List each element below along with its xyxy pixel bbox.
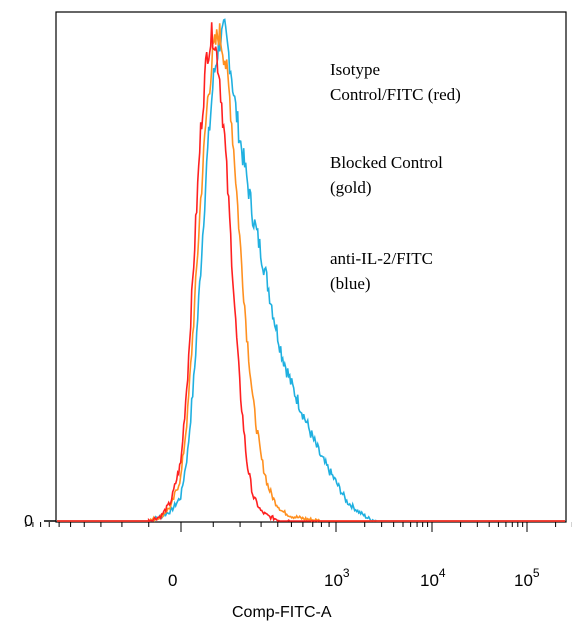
legend-entry-anti-il2: anti-IL-2/FITC (blue) [330,246,433,296]
legend-entry-line: Control/FITC (red) [330,85,461,104]
y-tick-label: 0 [24,513,33,530]
series-layer [57,18,565,523]
legend-entry-line: Isotype [330,60,381,79]
legend-entry-line: Blocked Control [330,153,443,172]
x-axis-label: Comp-FITC-A [232,604,332,621]
x-tick-label-1e3: 103 [324,566,350,590]
x-tick-label-0: 0 [168,571,177,590]
legend-entry-blocked: Blocked Control (gold) [330,150,443,200]
histogram-series-blue [57,18,565,523]
legend-entry-line: anti-IL-2/FITC [330,249,433,268]
histogram-series-gold [57,23,565,523]
histogram-series-red [57,22,565,523]
x-axis-minor-ticks [25,522,572,532]
x-tick-label-1e5: 105 [514,566,540,590]
legend-entry-line: (blue) [330,274,371,293]
legend-entry-isotype: Isotype Control/FITC (red) [330,57,461,107]
x-tick-label-1e4: 104 [420,566,446,590]
legend-entry-line: (gold) [330,178,372,197]
plot-frame [55,11,567,523]
